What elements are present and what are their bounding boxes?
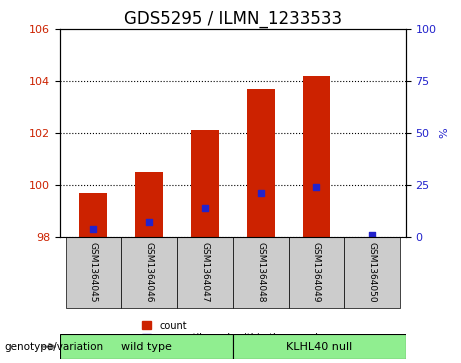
Bar [302,76,331,237]
Text: GSM1364049: GSM1364049 [312,242,321,303]
Bar [247,89,275,237]
FancyBboxPatch shape [60,334,233,359]
Y-axis label: %: % [439,128,449,138]
Point [90,226,97,232]
Text: KLHL40 null: KLHL40 null [286,342,352,352]
Text: GSM1364048: GSM1364048 [256,242,265,303]
FancyBboxPatch shape [289,237,344,308]
FancyBboxPatch shape [344,237,400,308]
Point [257,190,264,196]
Text: GSM1364046: GSM1364046 [145,242,154,303]
FancyBboxPatch shape [233,334,406,359]
Point [313,184,320,190]
FancyBboxPatch shape [121,237,177,308]
Text: GSM1364047: GSM1364047 [201,242,209,303]
Text: genotype/variation: genotype/variation [5,342,104,352]
Bar [79,193,107,237]
Point [201,205,209,211]
Text: GSM1364045: GSM1364045 [89,242,98,303]
Legend: count, percentile rank within the sample: count, percentile rank within the sample [142,321,324,343]
Bar [135,172,163,237]
FancyBboxPatch shape [65,237,121,308]
Point [368,232,376,238]
FancyBboxPatch shape [233,237,289,308]
Text: wild type: wild type [121,342,172,352]
Text: GSM1364050: GSM1364050 [368,242,377,303]
Point [146,220,153,225]
Title: GDS5295 / ILMN_1233533: GDS5295 / ILMN_1233533 [124,10,342,28]
FancyBboxPatch shape [177,237,233,308]
Bar [191,130,219,237]
